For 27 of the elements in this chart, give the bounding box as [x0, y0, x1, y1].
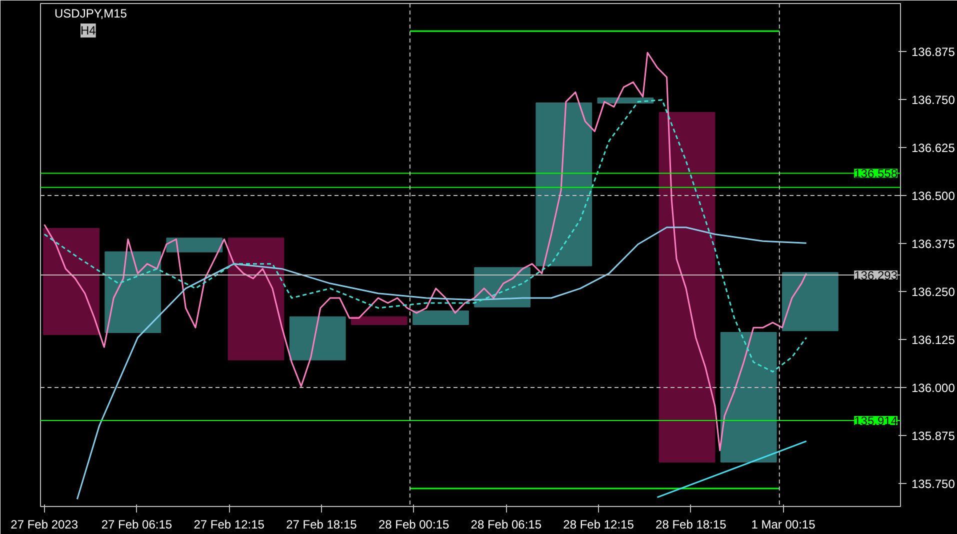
x-tick-label: 27 Feb 2023: [10, 518, 78, 532]
line-series: [76, 226, 808, 500]
y-tick-label: 136.375: [912, 236, 956, 251]
y-tick-label: 136.500: [912, 188, 956, 203]
y-tick-label: 136.125: [912, 332, 956, 347]
line-series: [44, 99, 808, 372]
y-tick-label: 135.750: [912, 476, 956, 491]
x-tick-label: 28 Feb 12:15: [563, 518, 634, 532]
y-tick-label: 135.875: [912, 428, 956, 443]
line-series: [44, 52, 808, 452]
ref-line-label: 136.293: [854, 268, 898, 282]
x-tick-label: 28 Feb 06:15: [470, 518, 542, 532]
x-tick-label: 27 Feb 06:15: [101, 518, 172, 532]
x-tick-label: 1 Mar 00:15: [751, 518, 816, 532]
y-tick-label: 136.875: [912, 44, 956, 59]
annotation: H4: [80, 24, 96, 38]
x-tick-label: 27 Feb 12:15: [194, 518, 265, 532]
y-tick-label: 136.750: [912, 92, 956, 107]
y-tick-label: 136.000: [912, 380, 956, 395]
ref-line-label: 136.558: [854, 166, 898, 181]
x-tick-label: 28 Feb 00:15: [378, 518, 450, 532]
ref-line-label: 135.914: [854, 414, 898, 428]
y-tick-label: 136.625: [912, 140, 956, 155]
y-tick-label: 136.250: [912, 284, 956, 299]
x-tick-label: 28 Feb 18:15: [656, 518, 727, 532]
chart-title: USDJPY,M15: [54, 6, 128, 20]
x-tick-label: 27 Feb 18:15: [286, 518, 358, 532]
